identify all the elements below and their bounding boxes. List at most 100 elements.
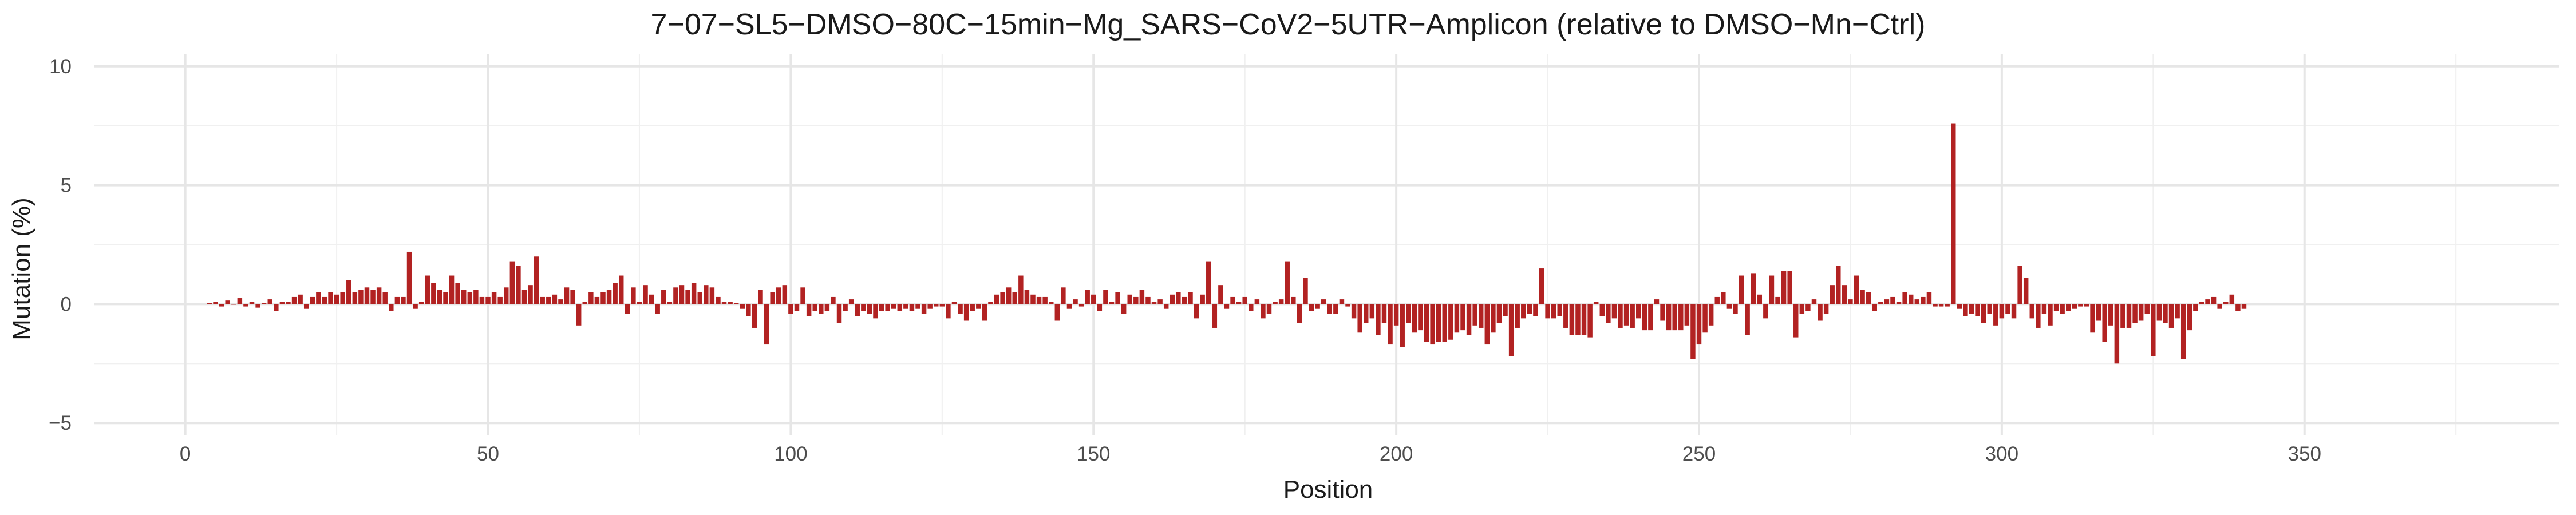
mutation-bar bbox=[401, 296, 406, 304]
mutation-bar bbox=[1133, 296, 1139, 304]
mutation-bar bbox=[1121, 304, 1127, 314]
mutation-bar bbox=[758, 290, 763, 304]
mutation-bar bbox=[546, 296, 551, 304]
mutation-bar bbox=[1606, 304, 1611, 323]
x-axis-label: Position bbox=[1283, 476, 1373, 504]
mutation-bar bbox=[2193, 304, 2198, 311]
mutation-bar bbox=[1036, 296, 1042, 304]
mutation-bar bbox=[1218, 285, 1223, 304]
mutation-bar bbox=[824, 304, 830, 311]
mutation-bar bbox=[1521, 304, 1526, 319]
x-tick-label: 150 bbox=[1077, 443, 1110, 465]
mutation-bar bbox=[867, 304, 872, 314]
mutation-bar bbox=[1249, 304, 1254, 311]
mutation-bar bbox=[1273, 302, 1278, 304]
mutation-bar bbox=[1393, 304, 1399, 326]
y-tick-label: −5 bbox=[49, 412, 72, 434]
mutation-bar bbox=[588, 292, 594, 304]
mutation-bar bbox=[1787, 271, 1792, 304]
mutation-bar bbox=[425, 275, 430, 304]
mutation-bar bbox=[1460, 304, 1465, 331]
mutation-bar bbox=[1963, 304, 1968, 316]
mutation-bar bbox=[1708, 304, 1714, 326]
mutation-bar bbox=[861, 304, 866, 311]
mutation-bar bbox=[1569, 304, 1575, 335]
mutation-bar bbox=[1757, 294, 1763, 304]
mutation-bar bbox=[939, 304, 945, 307]
mutation-bar bbox=[643, 285, 648, 304]
mutation-bar bbox=[915, 304, 920, 309]
mutation-bar bbox=[2199, 302, 2204, 304]
mutation-bar bbox=[1533, 304, 1538, 316]
mutation-bar bbox=[1684, 304, 1690, 326]
mutation-bar bbox=[1539, 268, 1544, 304]
mutation-bar bbox=[1515, 304, 1520, 328]
mutation-bar bbox=[782, 285, 788, 304]
mutation-bar bbox=[697, 292, 702, 304]
mutation-bar bbox=[1073, 299, 1078, 304]
mutation-bar bbox=[679, 285, 685, 304]
mutation-bar bbox=[819, 304, 824, 314]
mutation-bar bbox=[1078, 304, 1084, 307]
mutation-bar bbox=[1908, 294, 1914, 304]
mutation-bar bbox=[1884, 299, 1890, 304]
mutation-bar bbox=[1049, 302, 1054, 304]
x-tick-label: 50 bbox=[477, 443, 499, 465]
mutation-bar bbox=[2235, 304, 2241, 311]
mutation-bar bbox=[1902, 292, 1907, 304]
mutation-bar bbox=[1297, 304, 1302, 323]
mutation-bar bbox=[1418, 304, 1423, 331]
mutation-bar bbox=[1400, 304, 1405, 347]
mutation-bar bbox=[1957, 304, 1962, 309]
mutation-bar bbox=[237, 298, 243, 304]
mutation-bar bbox=[2138, 304, 2144, 321]
mutation-bar bbox=[1702, 304, 1708, 333]
mutation-bar bbox=[2102, 304, 2107, 342]
mutation-bar bbox=[1000, 292, 1005, 304]
mutation-bar bbox=[1454, 304, 1460, 333]
mutation-bar bbox=[485, 296, 491, 304]
mutation-bar bbox=[2114, 304, 2120, 364]
x-tick-label: 350 bbox=[2288, 443, 2321, 465]
mutation-bar bbox=[1357, 304, 1362, 333]
mutation-bar bbox=[261, 303, 267, 304]
mutation-bar bbox=[1714, 296, 1720, 304]
mutation-bar bbox=[1951, 123, 1956, 304]
x-tick-label: 300 bbox=[1985, 443, 2018, 465]
mutation-bar bbox=[606, 290, 612, 304]
mutation-bar bbox=[334, 294, 339, 304]
mutation-bar bbox=[946, 304, 951, 319]
grid bbox=[94, 54, 2559, 435]
mutation-bar bbox=[909, 304, 915, 311]
mutation-bar bbox=[479, 296, 485, 304]
mutation-bar bbox=[1751, 273, 1756, 304]
mutation-bar bbox=[243, 304, 248, 307]
mutation-bar bbox=[1303, 278, 1308, 304]
mutation-bar bbox=[552, 294, 558, 304]
mutation-bar bbox=[1890, 296, 1895, 304]
mutation-bar bbox=[594, 296, 600, 304]
mutation-bar bbox=[951, 302, 957, 304]
mutation-bar bbox=[1938, 304, 1944, 307]
mutation-bar bbox=[582, 302, 587, 304]
mutation-bar bbox=[1975, 304, 1980, 316]
mutation-bar bbox=[1478, 304, 1484, 328]
mutation-bar bbox=[770, 292, 775, 304]
mutation-bar bbox=[2108, 304, 2113, 326]
mutation-bar bbox=[267, 299, 272, 304]
mutation-bar bbox=[382, 292, 388, 304]
mutation-bar bbox=[1503, 304, 1508, 316]
mutation-bar bbox=[1139, 290, 1145, 304]
mutation-bar bbox=[1545, 304, 1550, 319]
mutation-bar bbox=[1376, 304, 1381, 335]
mutation-bar bbox=[2029, 304, 2034, 319]
mutation-bar bbox=[716, 296, 721, 304]
mutation-bar bbox=[1442, 304, 1447, 342]
mutation-bar bbox=[1654, 299, 1660, 304]
mutation-bar bbox=[1194, 304, 1199, 319]
mutation-bar bbox=[613, 283, 618, 304]
mutation-bar bbox=[1285, 261, 1290, 304]
mutation-bar bbox=[1006, 287, 1012, 304]
mutation-bar bbox=[746, 304, 751, 316]
mutation-bar bbox=[521, 290, 527, 304]
